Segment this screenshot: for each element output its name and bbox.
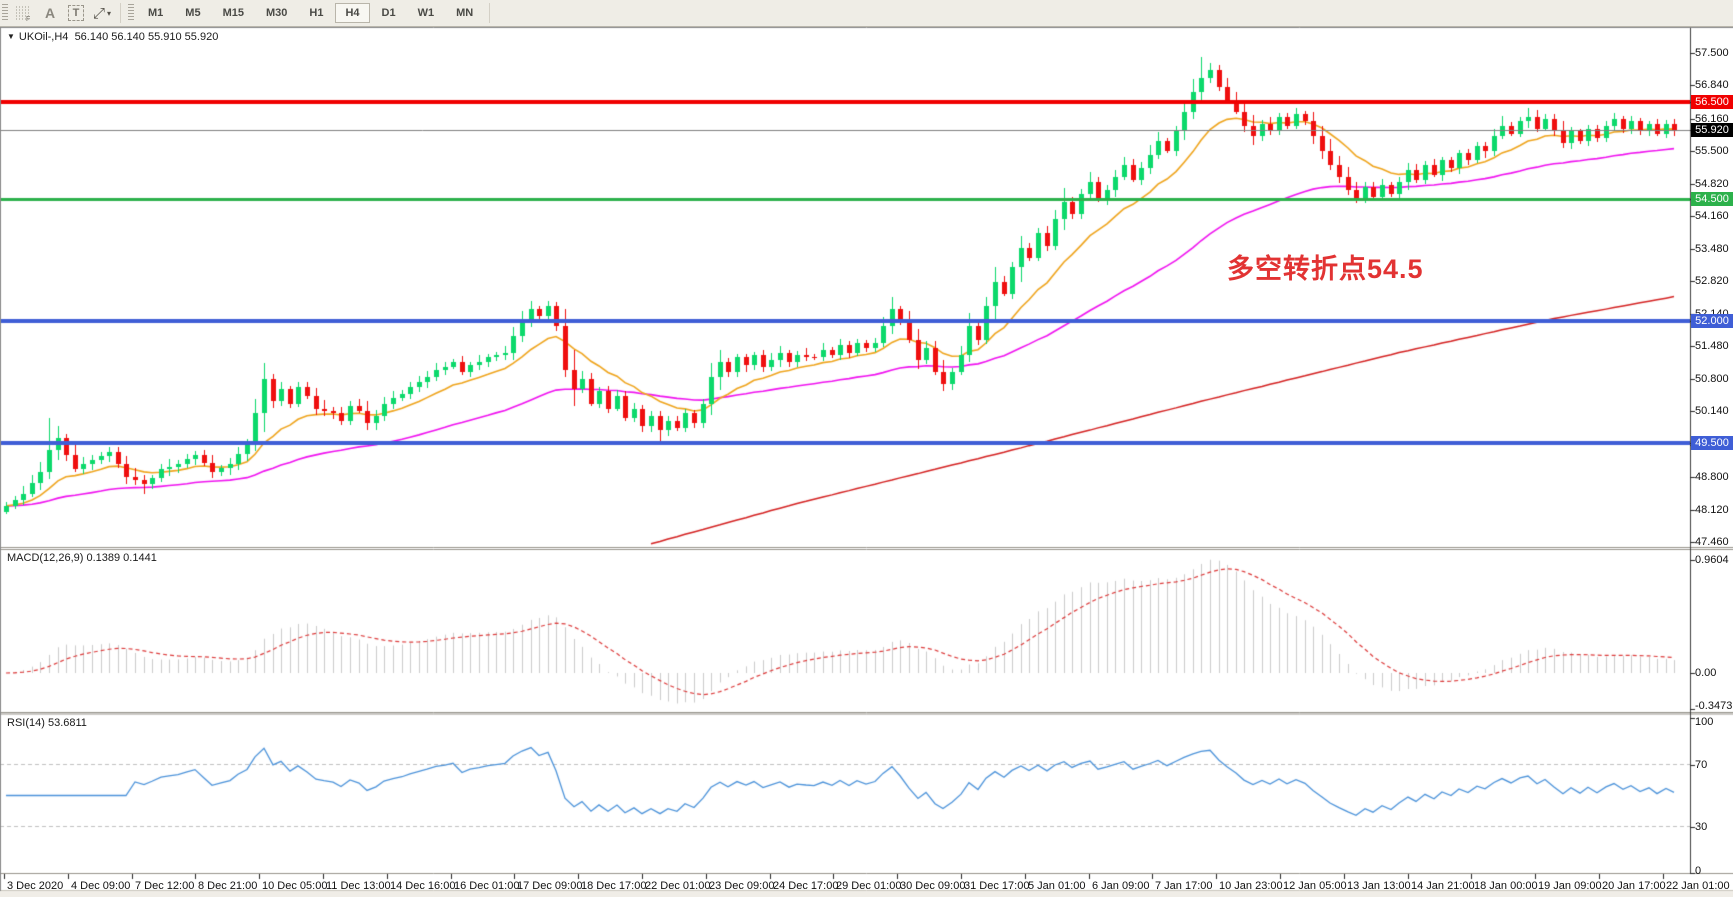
timeframe-button-M30[interactable]: M30 bbox=[256, 3, 297, 23]
timeframe-button-group: M1 M5 M15 M30 H1 H4 D1 W1 MN bbox=[137, 3, 484, 23]
line-studies-icon[interactable]: ⤢ ▾ bbox=[90, 2, 114, 24]
text-label-icon[interactable]: T bbox=[64, 2, 88, 24]
timeframe-button-M1[interactable]: M1 bbox=[138, 3, 173, 23]
timeframe-button-W1[interactable]: W1 bbox=[408, 3, 445, 23]
text-label-glyph: T bbox=[67, 5, 85, 21]
timeframe-button-M15[interactable]: M15 bbox=[213, 3, 254, 23]
timeframe-button-MN[interactable]: MN bbox=[446, 3, 483, 23]
timeframe-button-M5[interactable]: M5 bbox=[175, 3, 210, 23]
price-chart-canvas[interactable] bbox=[0, 27, 1733, 897]
svg-text:F: F bbox=[26, 16, 30, 21]
timeframe-button-H4[interactable]: H4 bbox=[335, 3, 370, 23]
template-grid-icon[interactable]: F bbox=[12, 2, 36, 24]
dropdown-caret-icon[interactable]: ▾ bbox=[107, 8, 112, 18]
toolbar-separator bbox=[489, 3, 491, 23]
chart-toolbar: F A T ⤢ ▾ M1 M5 M15 M30 H1 H4 D1 W1 MN bbox=[0, 0, 1733, 27]
chart-area: ▼ UKOil-,H4 56.140 56.140 55.910 55.920 M… bbox=[0, 27, 1733, 897]
toolbar-drag-handle[interactable] bbox=[128, 4, 134, 22]
cursor-arrow-icon[interactable]: A bbox=[44, 5, 56, 21]
timeframe-button-H1[interactable]: H1 bbox=[299, 3, 333, 23]
toolbar-separator bbox=[120, 3, 121, 23]
timeframe-button-D1[interactable]: D1 bbox=[372, 3, 406, 23]
toolbar-drag-handle[interactable] bbox=[2, 4, 8, 22]
template-grid-glyph: F bbox=[16, 6, 30, 21]
line-studies-glyph: ⤢ bbox=[92, 4, 105, 22]
